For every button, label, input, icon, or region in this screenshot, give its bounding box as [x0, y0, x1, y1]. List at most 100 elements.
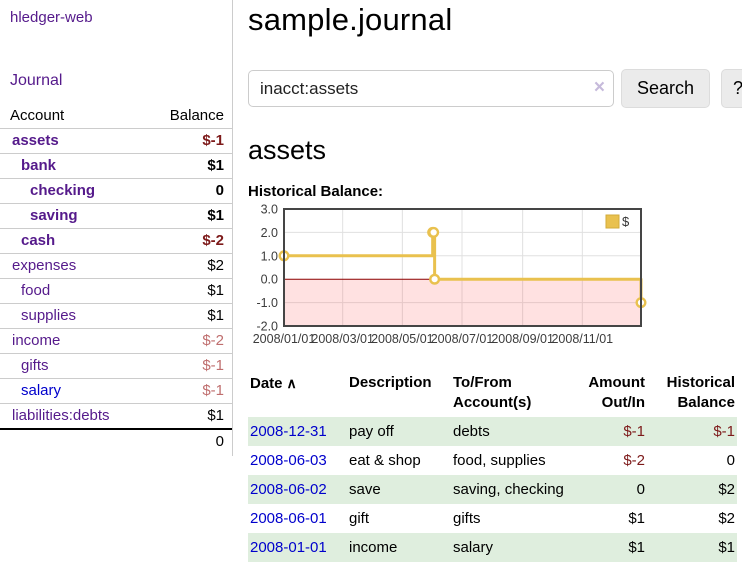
search-input[interactable]: [248, 70, 614, 107]
account-link[interactable]: income: [12, 332, 61, 349]
account-balance: $1: [140, 153, 232, 179]
account-row: saving $1: [0, 203, 232, 229]
brand-link[interactable]: hledger-web: [10, 9, 93, 26]
transaction-date-link[interactable]: 2008-06-02: [250, 481, 327, 498]
account-link[interactable]: checking: [30, 182, 96, 199]
svg-text:0.0: 0.0: [261, 273, 278, 287]
account-balance: $1: [140, 278, 232, 304]
search-box: ×: [248, 70, 614, 107]
accounts-table: Account Balance assets $-1 bank $1 checking 0…: [0, 104, 232, 454]
transaction-balance: $2: [647, 475, 737, 504]
account-balance: $2: [140, 253, 232, 279]
account-link[interactable]: gifts: [21, 357, 49, 374]
svg-text:-1.0: -1.0: [256, 296, 278, 310]
account-balance: $-1: [140, 378, 232, 404]
svg-text:2008/01/01: 2008/01/01: [253, 332, 316, 346]
svg-text:2008/09/01: 2008/09/01: [491, 332, 554, 346]
account-row: bank $1: [0, 153, 232, 179]
register-header-row: Date ∧ Description To/From Account(s) Amou…: [248, 371, 737, 417]
column-header-date[interactable]: Date ∧: [250, 375, 297, 392]
svg-text:2008/05/01: 2008/05/01: [371, 332, 434, 346]
account-row: supplies $1: [0, 303, 232, 329]
accounts-header-account: Account: [10, 107, 65, 124]
account-link[interactable]: cash: [21, 232, 56, 249]
account-row: liabilities:debts $1: [0, 403, 232, 429]
account-link[interactable]: liabilities:debts: [12, 407, 110, 424]
transaction-accounts: saving, checking: [451, 475, 569, 504]
transaction-amount: $-1: [569, 417, 647, 446]
transaction-row: 2008-06-02 save saving, checking 0 $2: [248, 475, 737, 504]
sidebar-item-journal[interactable]: Journal: [10, 72, 63, 89]
historical-balance-chart: $3.0 2.0 1.0 0.0 -1.0 -2.02008/01/012008/03/0…: [253, 203, 647, 346]
account-balance: $-1: [140, 128, 232, 154]
search-row: × Search ?: [248, 69, 742, 108]
clear-search-icon[interactable]: ×: [593, 77, 605, 98]
account-balance: $1: [140, 203, 232, 229]
chart-wrap: $3.0 2.0 1.0 0.0 -1.0 -2.0 2008/01/01 2008/03/0…: [248, 203, 742, 352]
account-link[interactable]: assets: [12, 132, 59, 149]
accounts-header-balance: Balance: [169, 107, 224, 124]
account-row: income $-2: [0, 328, 232, 354]
transaction-amount: $1: [628, 510, 645, 527]
transaction-amount: $-2: [623, 452, 645, 469]
svg-text:1.0: 1.0: [261, 249, 278, 263]
transaction-description: pay off: [347, 417, 451, 446]
accounts-total-row: 0: [0, 428, 232, 454]
transaction-accounts: food, supplies: [453, 452, 546, 469]
transaction-description: save: [347, 475, 451, 504]
svg-text:3.0: 3.0: [261, 204, 278, 217]
chart-title: Historical Balance:: [248, 183, 384, 200]
transaction-date-link[interactable]: 2008-06-03: [250, 452, 327, 469]
svg-text:2008/11/01: 2008/11/01: [551, 332, 613, 346]
register-table: Date ∧ Description To/From Account(s) Amou…: [248, 371, 737, 562]
transaction-date-link[interactable]: 2008-12-31: [250, 423, 327, 440]
register-table-body: 2008-12-31 pay off debts $-1 $-1 2008-06-03 ea…: [248, 417, 737, 562]
transaction-row: 2008-01-01 income salary $1 $1: [248, 533, 737, 562]
account-row: checking 0: [0, 178, 232, 204]
svg-text:-2.0: -2.0: [256, 320, 278, 334]
column-header-description: Description: [349, 374, 432, 391]
transaction-description: gift: [349, 510, 370, 527]
transaction-balance: $1: [647, 533, 737, 562]
svg-text:2.0: 2.0: [261, 226, 278, 240]
transaction-date-link[interactable]: 2008-01-01: [250, 539, 327, 556]
transaction-description: eat & shop: [349, 452, 421, 469]
account-balance: $-1: [140, 353, 232, 379]
account-balance: $-2: [140, 228, 232, 254]
app-window: hledger-web Journal Account Balance asse…: [0, 0, 742, 562]
account-balance: 0: [140, 178, 232, 204]
transaction-row: 2008-06-03 eat & shop food, supplies $-2 0: [248, 446, 737, 475]
transaction-date-link[interactable]: 2008-06-01: [250, 510, 327, 527]
transaction-row: 2008-12-31 pay off debts $-1 $-1: [248, 417, 737, 446]
transaction-amount: 0: [569, 475, 647, 504]
account-row: salary $-1: [0, 378, 232, 404]
page-title: sample.journal: [248, 2, 453, 37]
transaction-amount: $1: [569, 533, 647, 562]
accounts-header-row: Account Balance: [0, 104, 232, 129]
sort-ascending-icon: ∧: [286, 375, 297, 391]
search-button[interactable]: Search: [621, 69, 711, 108]
transaction-description: income: [347, 533, 451, 562]
account-link[interactable]: food: [21, 282, 51, 299]
account-balance: $-2: [140, 328, 232, 354]
transaction-accounts: salary: [451, 533, 569, 562]
account-row: assets $-1: [0, 128, 232, 154]
account-row: food $1: [0, 278, 232, 304]
account-balance: $1: [140, 403, 232, 429]
account-heading: assets: [248, 135, 327, 165]
account-link[interactable]: bank: [21, 157, 57, 174]
account-link[interactable]: saving: [30, 207, 78, 224]
help-button[interactable]: ?: [721, 69, 742, 108]
account-row: expenses $2: [0, 253, 232, 279]
account-link[interactable]: salary: [21, 382, 62, 399]
svg-text:2008/03/01: 2008/03/01: [311, 332, 374, 346]
sidebar-panel: hledger-web Journal Account Balance asse…: [0, 0, 233, 456]
accounts-total: 0: [140, 428, 232, 454]
account-link[interactable]: expenses: [12, 257, 77, 274]
account-link[interactable]: supplies: [21, 307, 77, 324]
accounts-table-body: assets $-1 bank $1 checking 0 saving $1 cash $-2 e…: [0, 128, 232, 454]
transaction-accounts: gifts: [453, 510, 481, 527]
transaction-balance: 0: [726, 452, 735, 469]
transaction-balance: $2: [718, 510, 735, 527]
transaction-accounts: debts: [451, 417, 569, 446]
